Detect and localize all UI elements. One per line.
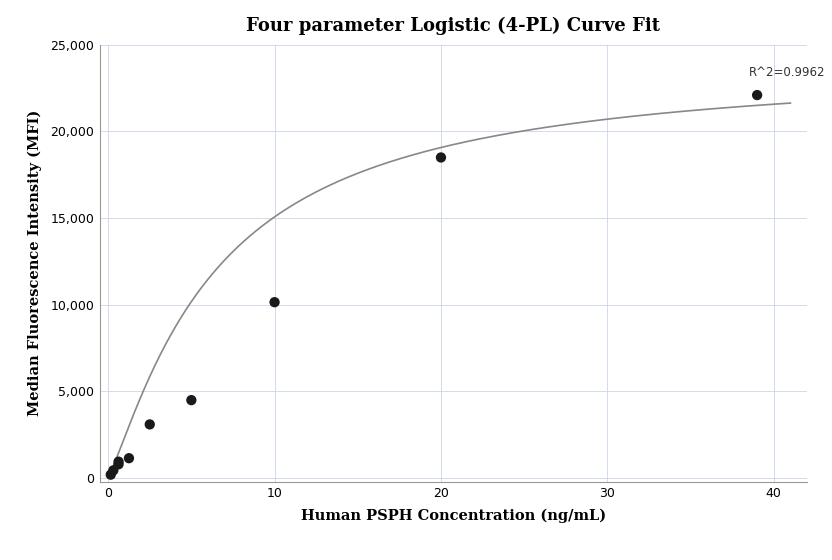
- Point: [104, 470, 117, 479]
- Point: [106, 466, 120, 475]
- Y-axis label: Median Fluorescence Intensity (MFI): Median Fluorescence Intensity (MFI): [27, 110, 42, 416]
- Point: [122, 454, 136, 463]
- Text: R^2=0.9962: R^2=0.9962: [749, 66, 825, 79]
- Point: [750, 91, 764, 100]
- Point: [143, 420, 156, 429]
- Point: [111, 460, 126, 469]
- Title: Four parameter Logistic (4-PL) Curve Fit: Four parameter Logistic (4-PL) Curve Fit: [246, 17, 661, 35]
- Point: [185, 396, 198, 405]
- Point: [111, 457, 126, 466]
- Point: [434, 153, 448, 162]
- Point: [268, 298, 281, 307]
- X-axis label: Human PSPH Concentration (ng/mL): Human PSPH Concentration (ng/mL): [301, 508, 606, 523]
